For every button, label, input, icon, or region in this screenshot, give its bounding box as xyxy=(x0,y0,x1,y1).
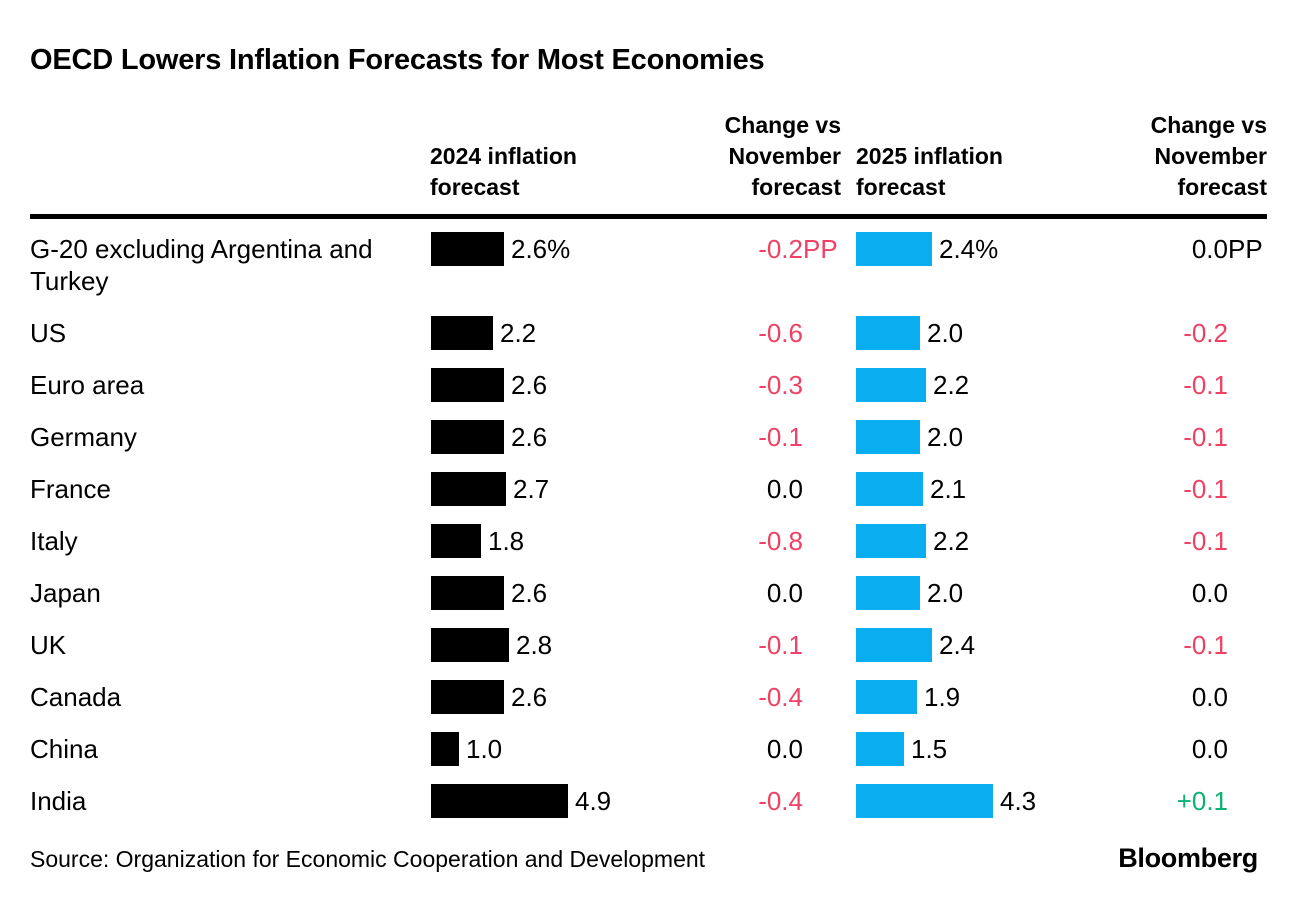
value-2024-forecast: 2.6 xyxy=(511,370,548,400)
value-2024-forecast: 4.9 xyxy=(575,786,612,816)
value-2025-forecast: 2.4 xyxy=(939,630,976,660)
change-2025: -0.1 xyxy=(1183,526,1228,556)
bar-2025-forecast xyxy=(856,420,920,454)
bar-2024-forecast xyxy=(431,420,504,454)
table-row: India 4.9 -0.4 4.3 +0.1 xyxy=(0,776,1296,828)
bar-2024-forecast xyxy=(431,368,504,402)
bar-2025-forecast xyxy=(856,680,917,714)
column-header-change-2025: Change vs November forecast xyxy=(1150,112,1267,200)
bar-2025-forecast xyxy=(856,472,923,506)
change-2025: -0.2 xyxy=(1183,318,1228,348)
change-unit-suffix: PP xyxy=(1228,234,1263,264)
value-2024-forecast: 2.6 xyxy=(511,422,548,452)
value-2024-forecast: 2.6 xyxy=(511,682,548,712)
change-2025: 0.0 xyxy=(1191,734,1228,764)
table-row: Euro area 2.6 -0.3 2.2 -0.1 xyxy=(0,360,1296,412)
bloomberg-logo: Bloomberg xyxy=(1118,843,1258,873)
value-2025-forecast: 2.4% xyxy=(939,234,999,264)
chart-title: OECD Lowers Inflation Forecasts for Most… xyxy=(30,44,765,76)
bar-2025-forecast xyxy=(856,368,926,402)
change-2025: 0.0 PP xyxy=(1045,232,1263,266)
row-label: Canada xyxy=(30,682,122,712)
table-row: Germany 2.6 -0.1 2.0 -0.1 xyxy=(0,412,1296,464)
value-2025-forecast: 2.2 xyxy=(933,526,970,556)
change-2024: -0.2 PP xyxy=(620,232,838,266)
bar-2025-forecast xyxy=(856,576,920,610)
value-2025-forecast: 4.3 xyxy=(1000,786,1037,816)
change-2025: +0.1 xyxy=(1176,786,1228,816)
change-2024: 0.0 xyxy=(766,578,803,608)
value-2024-forecast: 2.2 xyxy=(500,318,537,348)
change-2024: -0.4 xyxy=(758,682,803,712)
change-2025: -0.1 xyxy=(1183,474,1228,504)
value-2024-forecast: 2.7 xyxy=(513,474,550,504)
bar-2024-forecast xyxy=(431,472,506,506)
change-2025: -0.1 xyxy=(1183,422,1228,452)
value-2025-forecast: 1.5 xyxy=(911,734,948,764)
change-unit-suffix: PP xyxy=(803,234,838,264)
change-2024: -0.8 xyxy=(758,526,803,556)
change-2025: 0.0 xyxy=(1191,578,1228,608)
bar-2024-forecast xyxy=(431,524,481,558)
value-2025-forecast: 2.2 xyxy=(933,370,970,400)
bar-2024-forecast xyxy=(431,628,509,662)
table-row: Japan 2.6 0.0 2.0 0.0 xyxy=(0,568,1296,620)
value-2025-forecast: 1.9 xyxy=(924,682,961,712)
column-header-2025-forecast: 2025 inflation forecast xyxy=(856,143,1003,200)
column-header-2024-forecast: 2024 inflation forecast xyxy=(430,143,577,200)
table-row: Italy 1.8 -0.8 2.2 -0.1 xyxy=(0,516,1296,568)
value-2025-forecast: 2.0 xyxy=(927,422,964,452)
change-2024: -0.6 xyxy=(758,318,803,348)
header-rule xyxy=(30,214,1267,219)
change-2024: -0.1 xyxy=(758,630,803,660)
value-2025-forecast: 2.0 xyxy=(927,578,964,608)
table-row: US 2.2 -0.6 2.0 -0.2 xyxy=(0,308,1296,360)
table-row: France 2.7 0.0 2.1 -0.1 xyxy=(0,464,1296,516)
row-label: India xyxy=(30,786,87,816)
row-label: China xyxy=(30,734,98,764)
bar-2024-forecast xyxy=(431,316,493,350)
table-row: G-20 excluding Argentina and Turkey 2.6% -… xyxy=(0,224,1296,308)
column-header-change-2024: Change vs November forecast xyxy=(724,112,841,200)
change-2025: -0.1 xyxy=(1183,630,1228,660)
table-row: UK 2.8 -0.1 2.4 -0.1 xyxy=(0,620,1296,672)
row-label: Euro area xyxy=(30,370,145,400)
bar-2024-forecast xyxy=(431,232,504,266)
value-2024-forecast: 2.6 xyxy=(511,578,548,608)
row-label: UK xyxy=(30,630,67,660)
bar-2024-forecast xyxy=(431,784,568,818)
row-label: France xyxy=(30,474,111,504)
bar-2025-forecast xyxy=(856,732,904,766)
bar-2025-forecast xyxy=(856,232,932,266)
value-2024-forecast: 1.8 xyxy=(488,526,525,556)
bar-2025-forecast xyxy=(856,524,926,558)
bar-2025-forecast xyxy=(856,784,993,818)
value-2024-forecast: 1.0 xyxy=(466,734,503,764)
value-2024-forecast: 2.6% xyxy=(511,234,571,264)
change-2025: 0.0 xyxy=(1191,682,1228,712)
row-label: US xyxy=(30,318,67,348)
table-row: China 1.0 0.0 1.5 0.0 xyxy=(0,724,1296,776)
change-2025: -0.1 xyxy=(1183,370,1228,400)
source-note: Source: Organization for Economic Cooper… xyxy=(30,846,706,872)
value-2025-forecast: 2.0 xyxy=(927,318,964,348)
change-2024: 0.0 xyxy=(766,474,803,504)
bar-2024-forecast xyxy=(431,732,459,766)
value-2025-forecast: 2.1 xyxy=(930,474,967,504)
change-2024: -0.4 xyxy=(758,786,803,816)
bar-2024-forecast xyxy=(431,576,504,610)
change-2024: -0.3 xyxy=(758,370,803,400)
row-label: Japan xyxy=(30,578,101,608)
row-label: Italy xyxy=(30,526,78,556)
bar-2025-forecast xyxy=(856,628,932,662)
row-label: Germany xyxy=(30,422,137,452)
change-2024: -0.1 xyxy=(758,422,803,452)
value-2024-forecast: 2.8 xyxy=(516,630,553,660)
bar-2024-forecast xyxy=(431,680,504,714)
bar-2025-forecast xyxy=(856,316,920,350)
row-label: G-20 excluding Argentina and Turkey xyxy=(30,234,373,296)
change-2024: 0.0 xyxy=(766,734,803,764)
table-row: Canada 2.6 -0.4 1.9 0.0 xyxy=(0,672,1296,724)
